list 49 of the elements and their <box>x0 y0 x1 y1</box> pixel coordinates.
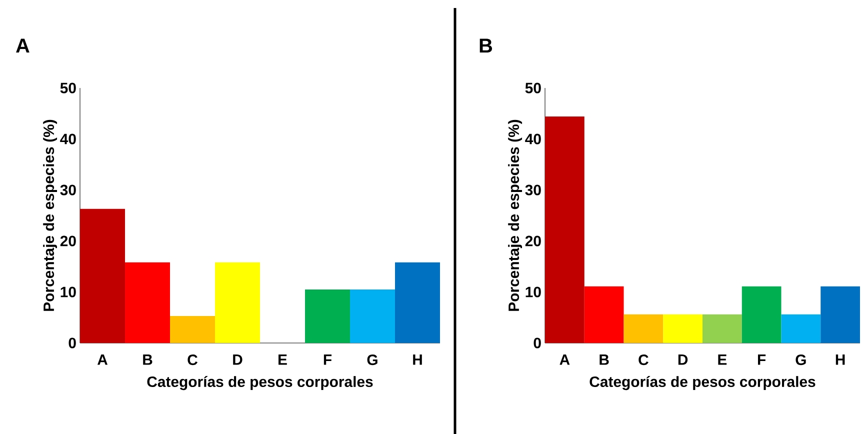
bar <box>545 116 584 343</box>
y-tick-label: 50 <box>60 82 76 94</box>
y-axis-title: Porcentaje de especies (%) <box>43 120 58 311</box>
x-tick-label: D <box>233 354 242 365</box>
x-tick-label: E <box>278 354 287 365</box>
y-axis-title: Porcentaje de especies (%) <box>508 120 522 311</box>
bar <box>350 289 395 343</box>
bar <box>820 286 860 343</box>
x-tick-label: F <box>324 354 332 365</box>
x-tick-label: C <box>638 354 648 366</box>
x-axis-title: Categorías de pesos corporales <box>590 376 816 390</box>
y-tick-label: 0 <box>68 338 76 348</box>
bar <box>624 314 664 343</box>
y-tick-label: 30 <box>60 184 76 196</box>
y-tick-label: 20 <box>525 236 541 246</box>
bar <box>215 262 260 343</box>
x-tick-label: A <box>560 354 570 365</box>
bar <box>781 314 821 343</box>
bar <box>170 316 216 343</box>
bar <box>702 314 742 343</box>
x-tick-label: E <box>718 354 727 365</box>
y-tick-label: 40 <box>525 134 541 144</box>
y-tick-label: 20 <box>60 236 76 246</box>
y-tick-label: 40 <box>60 134 76 144</box>
bar <box>80 208 126 343</box>
bar <box>663 314 703 343</box>
y-tick-label: 10 <box>60 286 76 298</box>
x-tick-label: H <box>413 354 422 365</box>
x-tick-label: H <box>836 354 845 365</box>
x-tick-label: B <box>143 354 152 365</box>
x-axis-title: Categorías de pesos corporales <box>147 376 373 390</box>
x-tick-label: C <box>188 354 198 366</box>
y-tick-label: 50 <box>525 82 541 94</box>
y-tick-label: 0 <box>534 338 541 348</box>
x-tick-label: G <box>796 354 806 366</box>
y-tick-label: 10 <box>526 286 541 298</box>
bar <box>742 286 782 343</box>
x-tick-label: F <box>758 354 766 365</box>
bar <box>584 286 624 343</box>
x-tick-label: A <box>97 354 108 365</box>
x-tick-label: G <box>367 354 378 366</box>
x-tick-label: B <box>600 354 609 365</box>
bar <box>125 262 170 343</box>
x-tick-label: D <box>678 354 688 365</box>
chart-title: B <box>480 38 492 53</box>
bar <box>395 262 440 343</box>
y-tick-label: 30 <box>525 184 541 196</box>
bar <box>305 289 350 343</box>
chart-title: A <box>16 38 30 53</box>
